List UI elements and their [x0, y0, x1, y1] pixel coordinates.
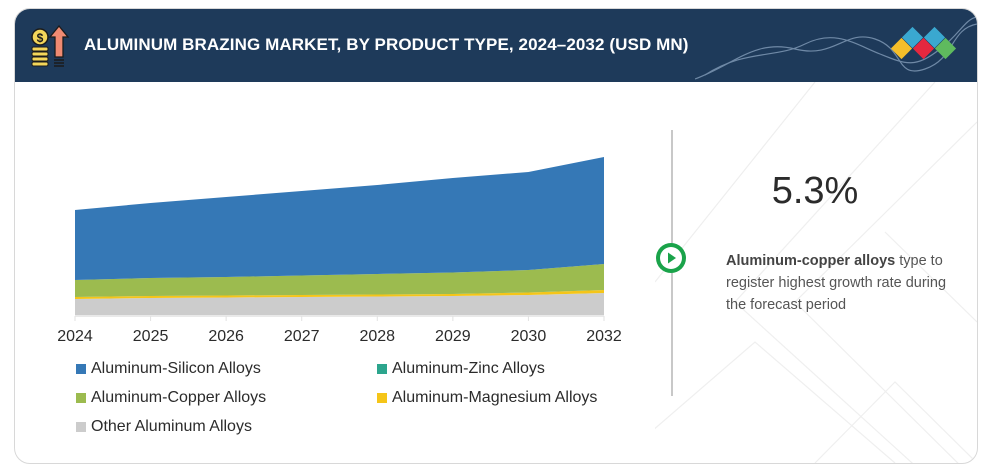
legend-swatch — [76, 393, 86, 403]
legend-item-other: Other Aluminum Alloys — [76, 418, 252, 436]
cagr-value: 5.3% — [771, 170, 859, 212]
legend-swatch — [377, 364, 387, 374]
insight-text: Aluminum-copper alloys type to register … — [726, 250, 956, 316]
x-tick-label: 2027 — [284, 328, 320, 345]
area-aluminum-silicon-alloys — [75, 157, 604, 280]
chart-legend: Aluminum-Silicon Alloys Aluminum-Zinc Al… — [76, 360, 676, 450]
insight-highlight: Aluminum-copper alloys — [726, 253, 896, 269]
legend-swatch — [76, 422, 86, 432]
coins-growth-arrow-icon: $ — [31, 24, 70, 67]
decorative-background-lines — [655, 82, 977, 463]
play-arrow-icon — [656, 243, 686, 273]
chart-title: ALUMINUM BRAZING MARKET, BY PRODUCT TYPE… — [84, 35, 689, 54]
legend-swatch — [76, 364, 86, 374]
legend-label: Aluminum-Copper Alloys — [91, 389, 267, 406]
legend-label: Aluminum-Zinc Alloys — [392, 360, 545, 377]
area-other-aluminum-alloys — [75, 293, 604, 315]
x-tick-label: 2030 — [511, 328, 547, 345]
x-tick-label: 2029 — [435, 328, 471, 345]
x-tick-label: 2026 — [208, 328, 244, 345]
legend-label: Aluminum-Silicon Alloys — [91, 360, 261, 377]
legend-item-copper: Aluminum-Copper Alloys — [76, 389, 266, 407]
header-bar: $ ALUMINUM BRAZING MARKET, BY PRODUCT TY… — [15, 9, 977, 82]
x-tick-label: 2028 — [359, 328, 395, 345]
area-aluminum-magnesium-alloys — [75, 290, 604, 299]
svg-text:$: $ — [37, 31, 44, 45]
brand-logo — [890, 26, 957, 60]
legend-label: Aluminum-Magnesium Alloys — [392, 389, 598, 406]
legend-swatch — [377, 393, 387, 403]
x-tick-label: 2032 — [586, 328, 622, 345]
legend-item-silicon: Aluminum-Silicon Alloys — [76, 360, 261, 378]
x-tick-label: 2025 — [133, 328, 169, 345]
legend-label: Other Aluminum Alloys — [91, 418, 252, 435]
legend-item-magnesium: Aluminum-Magnesium Alloys — [377, 389, 597, 407]
x-tick-label: 2024 — [57, 328, 93, 345]
area-aluminum-copper-alloys — [75, 264, 604, 297]
insight-body: type to register highest growth rate dur… — [726, 253, 947, 313]
legend-item-zinc: Aluminum-Zinc Alloys — [377, 360, 545, 378]
